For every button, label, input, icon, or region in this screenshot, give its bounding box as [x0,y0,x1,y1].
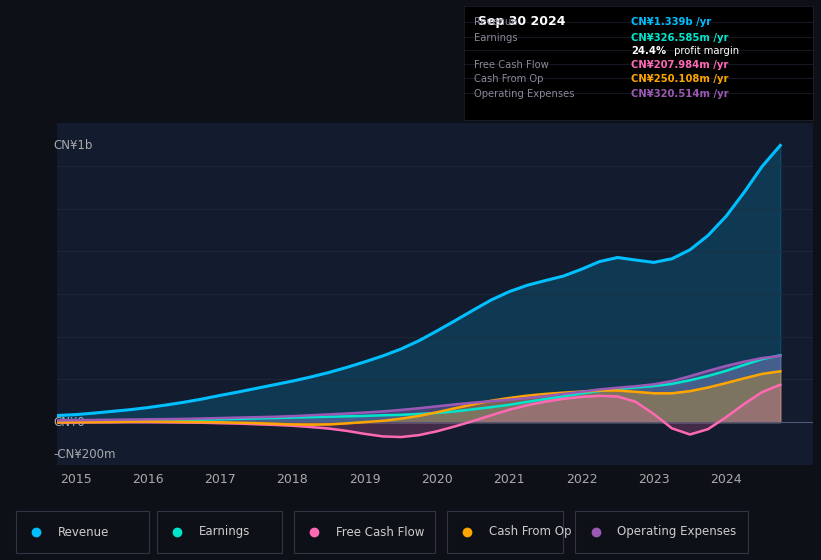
Text: Free Cash Flow: Free Cash Flow [336,525,424,539]
Text: Free Cash Flow: Free Cash Flow [475,60,549,70]
Text: CN¥207.984m /yr: CN¥207.984m /yr [631,60,729,70]
Text: Operating Expenses: Operating Expenses [617,525,736,539]
Text: CN¥250.108m /yr: CN¥250.108m /yr [631,74,729,84]
Text: CN¥320.514m /yr: CN¥320.514m /yr [631,88,729,99]
Text: profit margin: profit margin [672,45,740,55]
Text: Revenue: Revenue [475,17,518,27]
Text: Revenue: Revenue [58,525,109,539]
Text: Earnings: Earnings [475,33,518,43]
Text: Operating Expenses: Operating Expenses [475,88,575,99]
Text: Cash From Op: Cash From Op [488,525,571,539]
Text: CN¥1.339b /yr: CN¥1.339b /yr [631,17,712,27]
Text: CN¥0: CN¥0 [53,416,85,428]
Text: CN¥1b: CN¥1b [53,139,93,152]
Text: Cash From Op: Cash From Op [475,74,544,84]
Text: CN¥326.585m /yr: CN¥326.585m /yr [631,33,729,43]
Text: 24.4%: 24.4% [631,45,667,55]
Text: -CN¥200m: -CN¥200m [53,449,117,461]
Text: Sep 30 2024: Sep 30 2024 [478,15,566,28]
Text: Earnings: Earnings [199,525,250,539]
